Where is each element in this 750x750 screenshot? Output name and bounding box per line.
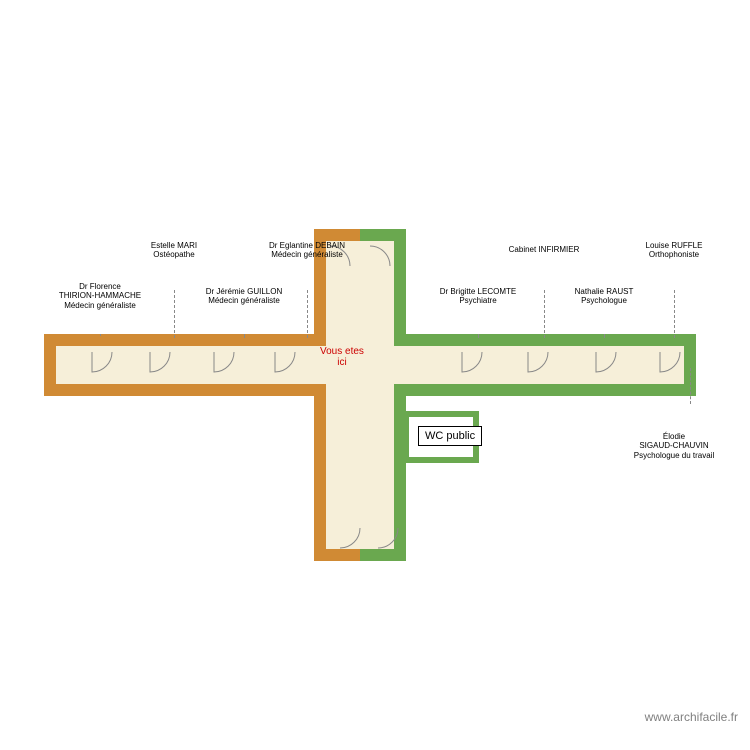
connector-8 [690,368,691,404]
hex-elodie: ÉlodieSIGAUD-CHAUVINPsychologue du trava… [614,404,734,488]
hex-elodie-line1: Élodie [634,432,715,441]
you-are-here-line2: ici [337,357,346,368]
hex-florence-line3: Médecin généraliste [59,301,141,310]
connector-6 [604,334,605,338]
hex-eglantine-line1: Dr Eglantine DEBAIN [269,241,345,250]
hex-brigitte-line2: Psychiatre [440,296,516,305]
connector-1 [174,290,175,338]
connector-5 [544,290,545,338]
hex-elodie-line3: Psychologue du travail [634,451,715,460]
hex-louise-line1: Louise RUFFLE [646,241,703,250]
hex-eglantine: Dr Eglantine DEBAINMédecin généraliste [250,208,364,292]
hex-nathalie-line2: Psychologue [575,296,634,305]
hex-louise-line2: Orthophoniste [646,250,703,259]
wc-label: WC public [418,426,482,446]
watermark: www.archifacile.fr [645,710,738,724]
hex-estelle-line1: Estelle MARI [151,241,197,250]
connector-2 [244,334,245,338]
connector-4 [478,334,479,338]
hex-jeremie-line2: Médecin généraliste [206,296,282,305]
connector-3 [307,290,308,338]
you-are-here-line1: Vous etes [320,346,364,357]
hex-elodie-line2: SIGAUD-CHAUVIN [634,441,715,450]
hex-eglantine-line2: Médecin généraliste [269,250,345,259]
floorplan-diagram: Dr FlorenceTHIRION-HAMMACHEMédecin génér… [0,0,750,750]
hex-louise: Louise RUFFLEOrthophoniste [624,208,724,292]
hex-florence-line2: THIRION-HAMMACHE [59,291,141,300]
connector-0 [100,334,101,336]
floor-svg [0,0,750,750]
you-are-here: Vous etes ici [320,346,364,368]
connector-7 [674,290,675,338]
